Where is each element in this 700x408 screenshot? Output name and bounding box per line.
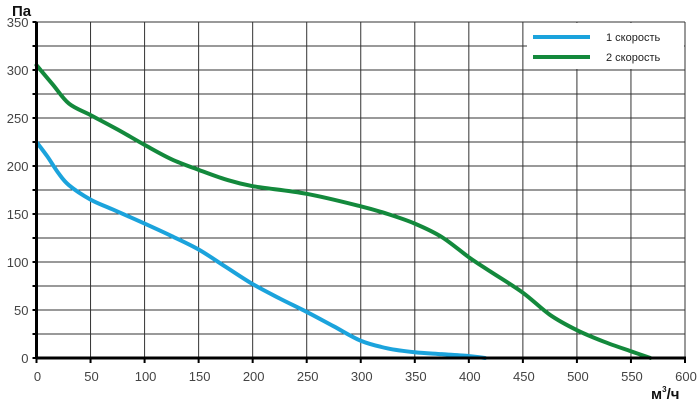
x-tick-label: 600: [675, 369, 697, 384]
curves: [34, 63, 653, 360]
axes: [32, 21, 686, 363]
series-line-speed-2: [34, 63, 653, 360]
x-tick-label: 150: [189, 369, 211, 384]
x-tick-label: 0: [34, 369, 41, 384]
y-axis-label: Па: [12, 3, 32, 20]
y-tick-label: 100: [7, 255, 29, 270]
x-tick-label: 100: [135, 369, 157, 384]
legend-label-speed-1: 1 скорость: [606, 32, 661, 44]
legend: 1 скорость 2 скорость: [527, 23, 684, 69]
y-tick-label: 50: [14, 303, 28, 318]
legend-label-speed-2: 2 скорость: [606, 52, 661, 64]
y-tick-label: 150: [7, 207, 29, 222]
y-tick-label: 300: [7, 63, 29, 78]
tick-labels: 0 50 100 150 200 250 300 350 0 50 100 150 200 250 300 3…: [7, 15, 697, 384]
series-line-speed-1: [34, 140, 488, 360]
x-tick-label: 550: [621, 369, 643, 384]
x-tick-label: 350: [405, 369, 427, 384]
y-tick-label: 0: [21, 351, 28, 366]
x-axis-label: м3/ч: [651, 385, 679, 403]
grid: [36, 21, 686, 359]
y-tick-label: 350: [7, 15, 29, 30]
x-tick-label: 250: [297, 369, 319, 384]
x-tick-label: 450: [513, 369, 535, 384]
y-tick-label: 200: [7, 159, 29, 174]
x-tick-label: 500: [567, 369, 589, 384]
legend-box: [527, 23, 684, 69]
x-tick-label: 50: [84, 369, 98, 384]
x-tick-label: 200: [243, 369, 265, 384]
y-tick-label: 250: [7, 111, 29, 126]
x-tick-label: 300: [351, 369, 373, 384]
x-tick-label: 400: [459, 369, 481, 384]
